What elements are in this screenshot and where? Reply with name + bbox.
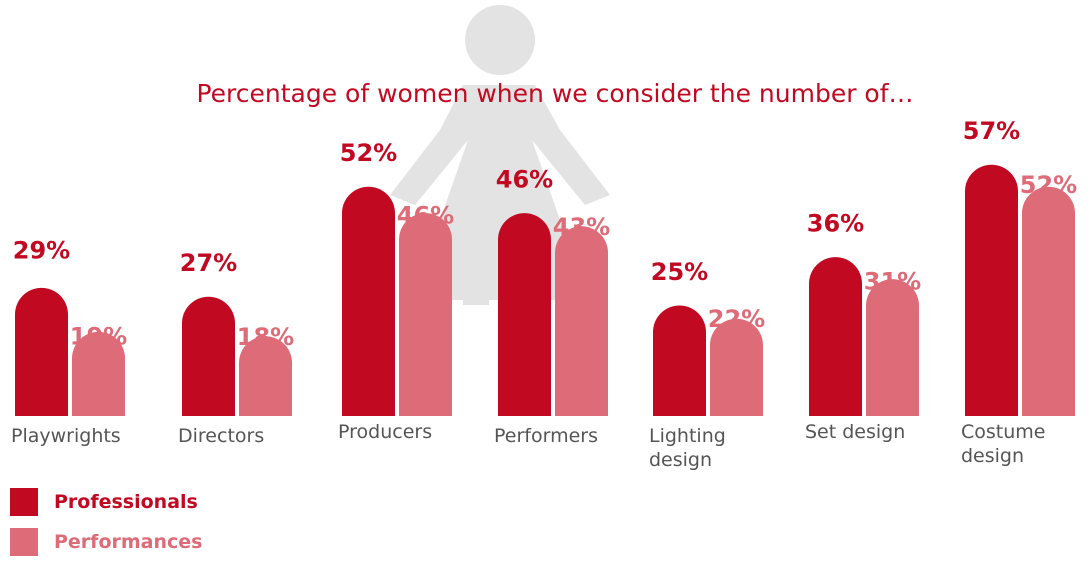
value-label-performances-5: 31% [864,268,921,296]
category-label-3: Performers [494,425,598,447]
value-label-performances-3: 43% [553,213,610,241]
category-label-1: Directors [178,425,264,447]
bar-professionals-2 [342,186,395,416]
bar-professionals-0 [15,287,68,416]
category-label-2: Producers [338,421,432,443]
legend-label-performances: Performances [54,531,203,553]
legend: Professionals Performances [10,488,203,570]
bar-performances-0 [72,331,125,416]
bar-performances-4 [710,318,763,416]
value-label-professionals-2: 52% [340,139,397,167]
value-label-performances-2: 46% [397,202,454,230]
legend-item-performances: Performances [10,528,203,556]
bar-performances-6 [1022,186,1075,416]
value-label-professionals-1: 27% [180,249,237,277]
value-label-professionals-4: 25% [651,258,708,286]
legend-swatch-professionals [10,488,38,516]
bar-professionals-3 [498,213,551,416]
legend-swatch-performances [10,528,38,556]
legend-label-professionals: Professionals [54,491,198,513]
bar-performances-1 [239,336,292,416]
category-label-4: Lighting design [649,425,726,471]
bar-performances-3 [555,226,608,416]
value-label-professionals-5: 36% [807,210,864,238]
bar-performances-5 [866,279,919,416]
chart-title: Percentage of women when we consider the… [196,79,913,108]
value-label-performances-4: 22% [708,305,765,333]
value-label-performances-1: 18% [237,323,294,351]
category-label-0: Playwrights [11,425,121,447]
value-label-professionals-3: 46% [496,166,553,194]
category-label-5: Set design [805,421,905,443]
bar-professionals-6 [965,164,1018,416]
value-label-performances-6: 52% [1020,171,1077,199]
bar-professionals-4 [653,305,706,416]
value-label-professionals-6: 57% [963,117,1020,145]
legend-item-professionals: Professionals [10,488,202,516]
value-label-performances-0: 19% [70,322,127,350]
category-label-6: Costume design [961,421,1045,467]
bar-professionals-1 [182,296,236,416]
bar-performances-2 [399,213,452,416]
value-label-professionals-0: 29% [13,236,70,264]
bar-professionals-5 [809,257,862,416]
